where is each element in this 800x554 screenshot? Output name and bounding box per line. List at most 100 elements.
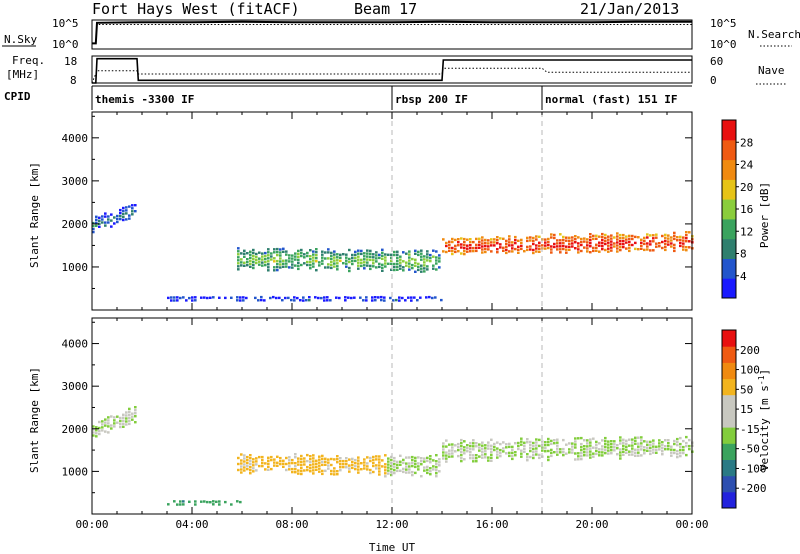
scatter-cell [589, 251, 592, 254]
scatter-cell [375, 458, 378, 461]
scatter-cell [318, 461, 321, 464]
scatter-cell [351, 463, 354, 467]
scatter-cell [267, 254, 270, 257]
scatter-cell [502, 441, 505, 444]
scatter-cell [532, 453, 535, 457]
scatter-cell [472, 454, 475, 457]
scatter-cell [128, 205, 131, 208]
scatter-cell [393, 268, 396, 272]
scatter-cell [237, 265, 240, 268]
scatter-cell [637, 451, 640, 454]
scatter-cell [113, 419, 116, 422]
scatter-cell [652, 439, 655, 442]
scatter-cell [538, 244, 541, 247]
scatter-cell [119, 419, 122, 423]
scatter-cell [520, 437, 523, 440]
scatter-cell [309, 255, 312, 258]
scatter-cell [392, 299, 395, 302]
scatter-cell [589, 441, 592, 444]
scatter-cell [276, 259, 279, 263]
scatter-cell [508, 451, 511, 455]
scatter-cell [670, 451, 673, 454]
scatter-cell [547, 458, 550, 462]
scatter-cell [571, 236, 574, 239]
scatter-cell [288, 266, 291, 269]
scatter-cell [559, 248, 562, 251]
scatter-cell [523, 250, 526, 253]
scatter-cell [616, 238, 619, 241]
scatter-cell [469, 238, 472, 241]
scatter-cell [339, 457, 342, 460]
scatter-cell [607, 449, 610, 452]
scatter-cell [360, 468, 363, 471]
scatter-cell [484, 456, 487, 459]
scatter-cell [369, 258, 372, 262]
scatter-cell [655, 445, 658, 448]
scatter-cell [320, 296, 323, 300]
scatter-cell [279, 257, 282, 260]
scatter-cell [312, 262, 315, 265]
scatter-cell [276, 464, 279, 467]
scatter-cell [532, 444, 535, 448]
scatter-cell [176, 299, 179, 302]
scatter-cell [270, 467, 273, 471]
scatter-cell [661, 444, 664, 447]
scatter-cell [273, 248, 276, 251]
scatter-cell [297, 249, 300, 253]
scatter-cell [682, 236, 685, 239]
scatter-cell [321, 469, 324, 473]
scatter-cell [520, 244, 523, 248]
scatter-cell [445, 439, 448, 442]
scatter-cell [408, 259, 411, 262]
scatter-cell [472, 249, 475, 253]
scatter-cell [282, 465, 285, 468]
scatter-cell [387, 460, 390, 463]
scatter-cell [194, 503, 197, 506]
scatter-cell [423, 270, 426, 273]
colorbar-swatch [722, 139, 736, 161]
scatter-cell [568, 442, 571, 445]
scatter-cell [267, 266, 270, 269]
scatter-cell [399, 460, 402, 463]
scatter-cell [640, 454, 643, 457]
scatter-cell [116, 217, 119, 221]
scatter-cell [252, 470, 255, 473]
scatter-cell [426, 268, 429, 271]
scatter-cell [279, 462, 282, 466]
scatter-cell [577, 437, 580, 440]
scatter-cell [128, 407, 131, 411]
scatter-cell [258, 257, 261, 260]
scatter-cell [393, 465, 396, 469]
scatter-cell [372, 253, 375, 256]
scatter-cell [502, 237, 505, 240]
scatter-cell [438, 254, 441, 257]
scatter-cell [601, 451, 604, 454]
scatter-cell [378, 464, 381, 467]
scatter-cell [167, 503, 170, 506]
scatter-cell [595, 443, 598, 447]
scatter-cell [487, 456, 490, 459]
scatter-cell [432, 459, 435, 462]
scatter-cell [381, 263, 384, 266]
scatter-cell [249, 253, 252, 256]
scatter-cell [323, 299, 326, 302]
scatter-cell [432, 468, 435, 471]
scatter-cell [508, 238, 511, 241]
scatter-cell [442, 454, 445, 457]
scatter-cell [408, 471, 411, 474]
scatter-cell [667, 234, 670, 237]
scatter-cell [363, 267, 366, 270]
scatter-cell [649, 446, 652, 450]
scatter-cell [113, 216, 116, 219]
scatter-cell [529, 248, 532, 251]
scatter-cell [679, 241, 682, 245]
scatter-cell [631, 447, 634, 450]
scatter-cell [95, 432, 98, 435]
scatter-cell [267, 459, 270, 462]
scatter-cell [324, 457, 327, 460]
velocity-y-axis-label: Slant Range [km] [28, 367, 41, 473]
scatter-cell [357, 468, 360, 471]
scatter-cell [267, 468, 270, 471]
scatter-cell [544, 450, 547, 453]
scatter-cell [505, 251, 508, 255]
